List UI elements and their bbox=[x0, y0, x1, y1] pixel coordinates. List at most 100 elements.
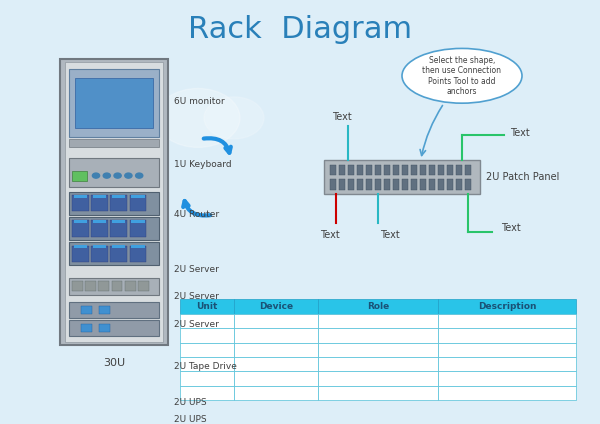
FancyBboxPatch shape bbox=[447, 179, 454, 190]
Text: Text: Text bbox=[332, 112, 352, 122]
FancyBboxPatch shape bbox=[234, 314, 318, 328]
FancyBboxPatch shape bbox=[93, 220, 106, 223]
FancyBboxPatch shape bbox=[69, 158, 159, 187]
FancyBboxPatch shape bbox=[402, 165, 409, 175]
FancyBboxPatch shape bbox=[330, 165, 337, 175]
FancyBboxPatch shape bbox=[330, 179, 337, 190]
FancyBboxPatch shape bbox=[112, 220, 125, 223]
FancyBboxPatch shape bbox=[99, 306, 110, 314]
FancyBboxPatch shape bbox=[366, 165, 372, 175]
FancyBboxPatch shape bbox=[348, 165, 354, 175]
FancyBboxPatch shape bbox=[357, 165, 364, 175]
Circle shape bbox=[103, 173, 110, 178]
Text: Role: Role bbox=[367, 302, 389, 311]
FancyBboxPatch shape bbox=[447, 165, 454, 175]
FancyBboxPatch shape bbox=[339, 165, 346, 175]
Text: Text: Text bbox=[501, 223, 521, 233]
FancyBboxPatch shape bbox=[110, 220, 127, 237]
FancyBboxPatch shape bbox=[318, 357, 438, 371]
FancyBboxPatch shape bbox=[74, 245, 87, 248]
FancyBboxPatch shape bbox=[438, 357, 576, 371]
FancyBboxPatch shape bbox=[85, 281, 96, 291]
FancyBboxPatch shape bbox=[93, 245, 106, 248]
FancyBboxPatch shape bbox=[234, 343, 318, 357]
FancyBboxPatch shape bbox=[429, 165, 436, 175]
FancyBboxPatch shape bbox=[438, 165, 444, 175]
FancyBboxPatch shape bbox=[75, 78, 153, 128]
FancyBboxPatch shape bbox=[98, 281, 109, 291]
FancyBboxPatch shape bbox=[72, 195, 89, 212]
FancyBboxPatch shape bbox=[65, 62, 163, 342]
FancyBboxPatch shape bbox=[112, 195, 125, 198]
FancyBboxPatch shape bbox=[74, 195, 87, 198]
FancyBboxPatch shape bbox=[456, 179, 462, 190]
FancyBboxPatch shape bbox=[366, 179, 372, 190]
FancyBboxPatch shape bbox=[131, 195, 145, 198]
FancyBboxPatch shape bbox=[93, 195, 106, 198]
FancyBboxPatch shape bbox=[393, 165, 400, 175]
FancyBboxPatch shape bbox=[112, 245, 125, 248]
FancyBboxPatch shape bbox=[99, 324, 110, 332]
FancyBboxPatch shape bbox=[72, 245, 89, 262]
Text: Text: Text bbox=[510, 128, 530, 138]
FancyBboxPatch shape bbox=[69, 320, 159, 336]
FancyBboxPatch shape bbox=[180, 386, 234, 400]
FancyBboxPatch shape bbox=[180, 343, 234, 357]
Ellipse shape bbox=[402, 48, 522, 103]
FancyBboxPatch shape bbox=[438, 371, 576, 386]
FancyBboxPatch shape bbox=[465, 179, 472, 190]
Text: 1U Keyboard: 1U Keyboard bbox=[174, 160, 232, 169]
FancyBboxPatch shape bbox=[234, 357, 318, 371]
Text: 2U Server: 2U Server bbox=[174, 293, 219, 301]
FancyBboxPatch shape bbox=[110, 195, 127, 212]
FancyBboxPatch shape bbox=[411, 165, 418, 175]
Circle shape bbox=[125, 173, 132, 178]
Text: 2U Server: 2U Server bbox=[174, 320, 219, 329]
FancyBboxPatch shape bbox=[130, 195, 146, 212]
Text: 2U UPS: 2U UPS bbox=[174, 398, 206, 407]
FancyBboxPatch shape bbox=[130, 220, 146, 237]
FancyBboxPatch shape bbox=[234, 371, 318, 386]
FancyBboxPatch shape bbox=[69, 192, 159, 215]
FancyBboxPatch shape bbox=[420, 165, 426, 175]
FancyBboxPatch shape bbox=[234, 386, 318, 400]
FancyBboxPatch shape bbox=[438, 179, 444, 190]
FancyBboxPatch shape bbox=[324, 160, 480, 194]
FancyBboxPatch shape bbox=[318, 386, 438, 400]
FancyBboxPatch shape bbox=[318, 343, 438, 357]
FancyBboxPatch shape bbox=[420, 179, 426, 190]
FancyBboxPatch shape bbox=[130, 245, 146, 262]
FancyBboxPatch shape bbox=[375, 179, 382, 190]
FancyBboxPatch shape bbox=[72, 281, 83, 291]
Text: Text: Text bbox=[380, 229, 400, 240]
FancyBboxPatch shape bbox=[180, 371, 234, 386]
FancyBboxPatch shape bbox=[318, 328, 438, 343]
FancyBboxPatch shape bbox=[74, 220, 87, 223]
FancyBboxPatch shape bbox=[393, 179, 400, 190]
Text: Select the shape,
then use Connection
Points Tool to add
anchors: Select the shape, then use Connection Po… bbox=[422, 56, 502, 96]
Text: Rack  Diagram: Rack Diagram bbox=[188, 15, 412, 44]
FancyBboxPatch shape bbox=[438, 328, 576, 343]
FancyBboxPatch shape bbox=[180, 357, 234, 371]
FancyBboxPatch shape bbox=[69, 139, 159, 148]
FancyBboxPatch shape bbox=[69, 70, 159, 137]
FancyBboxPatch shape bbox=[234, 299, 318, 314]
FancyBboxPatch shape bbox=[60, 59, 168, 345]
Circle shape bbox=[92, 173, 100, 178]
FancyBboxPatch shape bbox=[125, 281, 136, 291]
Text: Text: Text bbox=[320, 229, 340, 240]
FancyBboxPatch shape bbox=[429, 179, 436, 190]
FancyBboxPatch shape bbox=[438, 386, 576, 400]
FancyBboxPatch shape bbox=[131, 245, 145, 248]
FancyBboxPatch shape bbox=[69, 242, 159, 265]
FancyBboxPatch shape bbox=[112, 281, 122, 291]
FancyBboxPatch shape bbox=[339, 179, 346, 190]
FancyBboxPatch shape bbox=[384, 165, 390, 175]
FancyBboxPatch shape bbox=[384, 179, 390, 190]
FancyBboxPatch shape bbox=[138, 281, 149, 291]
Text: 2U Patch Panel: 2U Patch Panel bbox=[486, 172, 559, 182]
FancyBboxPatch shape bbox=[348, 179, 354, 190]
FancyBboxPatch shape bbox=[131, 220, 145, 223]
Text: 6U monitor: 6U monitor bbox=[174, 97, 224, 106]
Circle shape bbox=[156, 89, 240, 148]
